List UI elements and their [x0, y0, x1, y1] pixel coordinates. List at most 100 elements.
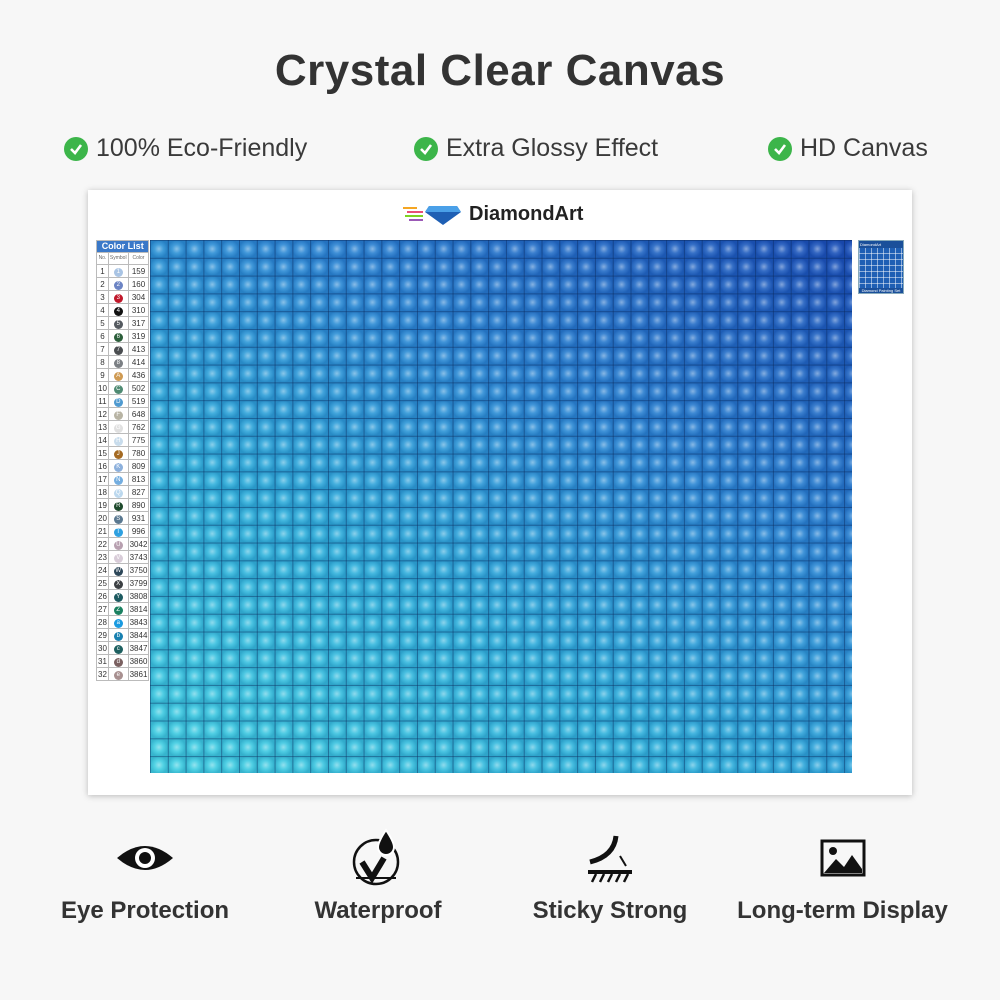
pattern-thumbnail: DiamondArt Diamond Painting Set — [858, 240, 904, 294]
color-list-row: 15 J 780 — [96, 446, 150, 461]
color-list-row: 19 R 890 — [96, 498, 150, 513]
color-swatch: 5 — [113, 320, 123, 330]
color-swatch: d — [113, 658, 123, 668]
color-list-row: 9 A 436 — [96, 368, 150, 383]
row-symbol: X — [107, 576, 129, 591]
row-symbol: J — [107, 446, 129, 461]
row-color-code: 762 — [127, 420, 150, 435]
canvas-preview: DiamondArt Color List No. Symbol Color 1… — [88, 190, 912, 795]
row-number: 6 — [96, 329, 109, 344]
feature-label: HD Canvas — [800, 134, 928, 162]
row-color-code: 519 — [127, 394, 150, 409]
row-symbol: W — [107, 563, 129, 578]
row-number: 12 — [96, 407, 109, 422]
feature-label: Sticky Strong — [532, 897, 688, 924]
color-list-row: 18 Q 827 — [96, 485, 150, 500]
row-number: 20 — [96, 511, 109, 526]
row-color-code: 160 — [127, 277, 150, 292]
row-number: 30 — [96, 641, 109, 656]
color-swatch: W — [113, 567, 123, 577]
row-symbol: Z — [107, 602, 129, 617]
thumbnail-caption: Diamond Painting Set — [859, 288, 903, 293]
color-swatch: Z — [113, 606, 123, 616]
eye-icon — [40, 830, 250, 885]
row-symbol: A — [107, 368, 129, 383]
row-symbol: V — [107, 550, 129, 565]
color-list-row: 6 6 319 — [96, 329, 150, 344]
row-color-code: 304 — [127, 290, 150, 305]
row-number: 15 — [96, 446, 109, 461]
row-color-code: 502 — [127, 381, 150, 396]
row-number: 26 — [96, 589, 109, 604]
row-symbol: c — [107, 641, 129, 656]
color-list-row: 22 U 3042 — [96, 537, 150, 552]
row-symbol: F — [107, 407, 129, 422]
row-number: 23 — [96, 550, 109, 565]
row-color-code: 3799 — [127, 576, 150, 591]
row-number: 2 — [96, 277, 109, 292]
color-list-row: 26 Y 3808 — [96, 589, 150, 604]
row-symbol: e — [107, 667, 129, 682]
color-list-row: 16 K 809 — [96, 459, 150, 474]
header-no: No. — [96, 252, 109, 266]
feature-waterproof: Waterproof — [273, 827, 483, 925]
color-swatch: 3 — [113, 294, 123, 304]
color-swatch: A — [113, 372, 123, 382]
color-swatch: K — [113, 463, 123, 473]
row-color-code: 3750 — [127, 563, 150, 578]
color-list-row: 29 b 3844 — [96, 628, 150, 643]
color-swatch: c — [113, 645, 123, 655]
color-list-row: 8 8 414 — [96, 355, 150, 370]
row-number: 11 — [96, 394, 109, 409]
row-number: 17 — [96, 472, 109, 487]
color-swatch: D — [113, 398, 123, 408]
page-title: Crystal Clear Canvas — [274, 46, 726, 95]
row-symbol: 5 — [107, 316, 129, 331]
row-color-code: 159 — [127, 264, 150, 279]
row-symbol: U — [107, 537, 129, 552]
color-list-row: 32 e 3861 — [96, 667, 150, 682]
row-color-code: 413 — [127, 342, 150, 357]
row-color-code: 813 — [127, 472, 150, 487]
row-color-code: 3847 — [127, 641, 150, 656]
row-symbol: 6 — [107, 329, 129, 344]
row-symbol: Y — [107, 589, 129, 604]
row-color-code: 3042 — [127, 537, 150, 552]
feature-hd-canvas: HD Canvas — [768, 134, 928, 163]
row-symbol: 2 — [107, 277, 129, 292]
color-list-row: 24 W 3750 — [96, 563, 150, 578]
row-color-code: 3860 — [127, 654, 150, 669]
feature-sticky-strong: Sticky Strong — [505, 830, 715, 925]
row-color-code: 648 — [127, 407, 150, 422]
color-swatch: U — [113, 541, 123, 551]
row-color-code: 3743 — [127, 550, 150, 565]
row-color-code: 890 — [127, 498, 150, 513]
color-swatch: J — [113, 450, 123, 460]
feature-glossy: Extra Glossy Effect — [414, 134, 658, 163]
row-color-code: 319 — [127, 329, 150, 344]
row-symbol: Q — [107, 485, 129, 500]
color-list-row: 7 7 413 — [96, 342, 150, 357]
feature-label: Eye Protection — [60, 897, 230, 924]
color-swatch: b — [113, 632, 123, 642]
row-symbol: T — [107, 524, 129, 539]
row-number: 32 — [96, 667, 109, 682]
row-number: 25 — [96, 576, 109, 591]
row-number: 14 — [96, 433, 109, 448]
row-number: 22 — [96, 537, 109, 552]
row-number: 18 — [96, 485, 109, 500]
row-symbol: G — [107, 420, 129, 435]
row-number: 29 — [96, 628, 109, 643]
color-swatch: e — [113, 671, 123, 681]
check-icon — [64, 136, 88, 161]
row-color-code: 775 — [127, 433, 150, 448]
color-swatch: N — [113, 476, 123, 486]
color-swatch: 4 — [113, 307, 123, 317]
color-list-row: 1 1 159 — [96, 264, 150, 279]
row-number: 9 — [96, 368, 109, 383]
row-symbol: D — [107, 394, 129, 409]
color-list-title: Color List — [95, 239, 150, 254]
color-swatch: Y — [113, 593, 123, 603]
row-symbol: K — [107, 459, 129, 474]
row-number: 7 — [96, 342, 109, 357]
